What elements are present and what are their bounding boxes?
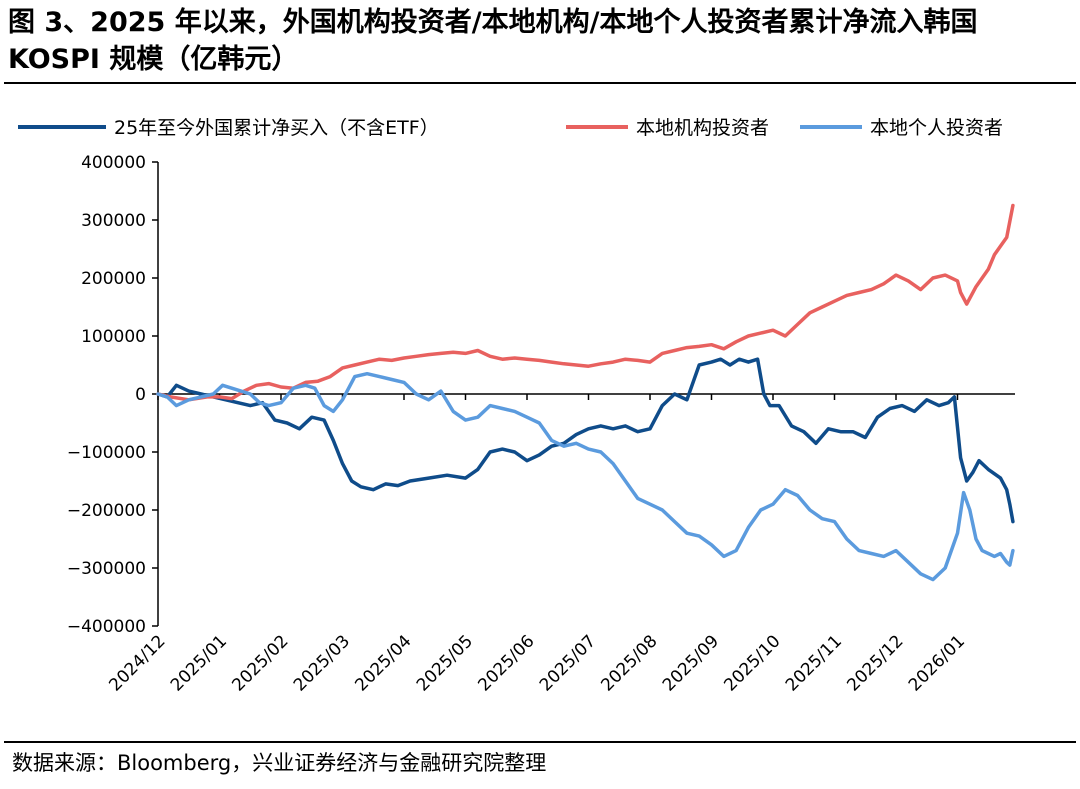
legend-label-3: 本地个人投资者 bbox=[870, 117, 1003, 139]
x-tick-label: 2025/12 bbox=[843, 631, 907, 695]
x-tick-label: 2025/08 bbox=[597, 631, 661, 695]
series-line-2 bbox=[156, 203, 1015, 402]
y-tick-label: −400000 bbox=[67, 617, 146, 637]
x-tick-label: 2025/04 bbox=[351, 631, 415, 695]
y-tick-label: −100000 bbox=[67, 443, 146, 463]
line-chart: 25年至今外国累计净买入（不含ETF） 本地机构投资者 本地个人投资者 400000 3… bbox=[18, 117, 1015, 695]
x-tick-label: 2025/11 bbox=[782, 631, 846, 695]
x-tick-label: 2025/06 bbox=[474, 631, 538, 695]
series-line-3 bbox=[156, 371, 1015, 582]
x-tick-label: 2025/09 bbox=[659, 631, 723, 695]
x-tick-label: 2024/12 bbox=[105, 631, 169, 695]
y-tick-label: 200000 bbox=[81, 269, 146, 289]
y-tick-label: −300000 bbox=[67, 559, 146, 579]
x-tick-label: 2025/07 bbox=[536, 631, 600, 695]
x-tick-label: 2025/03 bbox=[290, 631, 354, 695]
x-tick-label: 2025/01 bbox=[167, 631, 231, 695]
chart-title: 图 3、2025 年以来，外国机构投资者/本地机构/本地个人投资者累计净流入韩国… bbox=[8, 7, 978, 75]
x-tick-label: 2025/02 bbox=[228, 631, 292, 695]
x-tick-label: 2026/01 bbox=[905, 631, 969, 695]
legend-label-1: 25年至今外国累计净买入（不含ETF） bbox=[114, 117, 439, 139]
y-tick-label: 100000 bbox=[81, 327, 146, 347]
legend-label-2: 本地机构投资者 bbox=[636, 117, 769, 139]
x-tick-label: 2025/05 bbox=[413, 631, 477, 695]
y-tick-label: 0 bbox=[135, 385, 146, 405]
x-tick-label: 2025/10 bbox=[720, 631, 784, 695]
series-line-1 bbox=[156, 357, 1015, 524]
y-tick-label: −200000 bbox=[67, 501, 146, 521]
y-tick-label: 300000 bbox=[81, 211, 146, 231]
source-divider bbox=[4, 741, 1076, 743]
y-tick-label: 400000 bbox=[81, 153, 146, 173]
source-note: 数据来源：Bloomberg，兴业证券经济与金融研究院整理 bbox=[12, 751, 547, 775]
title-divider bbox=[4, 82, 1076, 84]
